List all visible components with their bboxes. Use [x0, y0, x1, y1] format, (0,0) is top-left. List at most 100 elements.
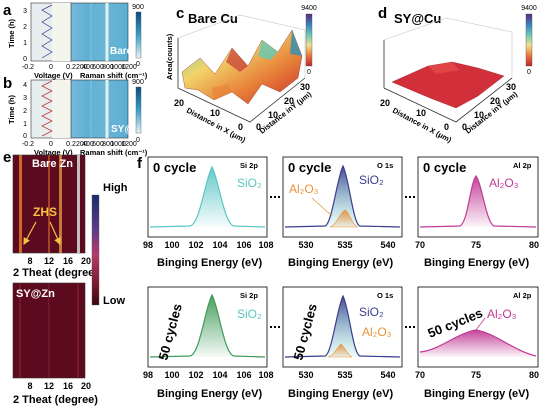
panel-e-peak-band: [77, 155, 80, 253]
panel-b-ylabel: Time (h): [7, 94, 16, 124]
panel-d-xtick: 10: [416, 108, 426, 118]
o1s-peak-fill: [285, 166, 400, 227]
plot-frame: [147, 156, 268, 238]
xtick: 100: [164, 240, 179, 250]
panel-e-arrow-left: [23, 221, 37, 246]
plot-frame: [282, 156, 403, 238]
species-label: SiO₂: [237, 176, 262, 190]
species-label: Al₂O₃: [487, 307, 517, 321]
xtick: 108: [258, 240, 273, 250]
region-label: Al 2p: [513, 161, 532, 170]
panel-e-xtick: 12: [44, 256, 54, 266]
panel-c-surface-facet: [226, 48, 248, 72]
panel-c-floor-edge: [177, 77, 306, 123]
panel-a-rtick: 200: [76, 64, 88, 71]
panel-b-rtick: 600: [92, 141, 104, 148]
panel-d-colorbar-max: 9400: [521, 5, 537, 12]
panel-f-al2p-0cycle: 0 cycle Al 2p Al₂O₃: [417, 156, 539, 238]
o1s-al2o3-peak: [327, 343, 353, 358]
species-label: Al₂O₃: [489, 176, 519, 190]
xlabel: Binging Energy (eV): [157, 257, 262, 269]
panel-b-vtick: -0.2: [22, 141, 34, 148]
region-label: Si 2p: [240, 291, 258, 300]
xtick: 535: [337, 240, 352, 250]
species-label: Al₂O₃: [289, 182, 319, 196]
panel-a-vtick: 0.2: [66, 64, 76, 71]
panel-b-ytick: 3: [23, 95, 27, 102]
panel-c-xtick: 10: [210, 108, 220, 118]
panel-b-rtick: 800: [102, 141, 114, 148]
panel-b-voltage-xlabel: Voltage (V): [34, 148, 73, 157]
o1s-al2o3-peak: [329, 209, 359, 228]
panel-c-surface-facet: [290, 30, 302, 56]
panel-a-voltage-xlabel: Voltage (V): [34, 71, 73, 80]
species-label: SiO₂: [359, 305, 384, 319]
panel-e-xtick: 8: [27, 381, 32, 391]
panel-a-rtick: 800: [102, 64, 114, 71]
panel-e-bottom-sample: SY@Zn: [16, 288, 55, 300]
panel-e-xtick: 20: [81, 381, 91, 391]
panel-d-letter: d: [378, 5, 387, 22]
panel-b-ytick: 1: [23, 121, 27, 128]
panel-d-ytick: 30: [506, 82, 516, 92]
panel-c: Bare Cu Area(counts) Distance in X (μm) …: [165, 5, 317, 145]
panel-d-surface-facet: [428, 62, 460, 74]
xtick: 102: [188, 240, 203, 250]
panel-b-voltage-curve: [41, 80, 53, 137]
panel-b-ytick: 2: [23, 108, 27, 115]
panel-f-si2p-0cycle: 0 cycle Si 2p SiO₂: [147, 156, 268, 238]
cycle-label: 0 cycle: [288, 160, 331, 175]
xtick: 106: [236, 370, 251, 380]
panel-e-xtick: 12: [44, 381, 54, 391]
si2p-peak-fill: [150, 167, 265, 227]
region-label: O 1s: [377, 291, 393, 300]
panel-f-si2p-50cycles: 50 cycles Si 2p SiO₂: [147, 286, 268, 368]
panel-e-arrow-right: [49, 221, 61, 246]
cycle-label: 50 cycles: [155, 302, 184, 362]
region-label: Si 2p: [240, 161, 258, 170]
species-label: SiO₂: [359, 173, 384, 187]
plot-frame: [417, 286, 539, 368]
panel-e-colorbar-high: High: [103, 182, 128, 194]
panel-a-rtick: 1000: [110, 64, 126, 71]
panel-c-sample-label: Bare Cu: [188, 11, 238, 26]
panel-c-surface-facet: [212, 84, 232, 100]
panel-a-vtick: -0.2: [22, 64, 34, 71]
panel-b-sample-label: SY@Zn: [111, 124, 146, 135]
panel-a-ytick: 1: [23, 40, 27, 47]
si2p-peak-line: [149, 293, 266, 358]
panel-c-ytick: 0: [256, 122, 261, 132]
species-label: SiO₂: [237, 307, 262, 321]
panel-c-ytick: 10: [268, 110, 278, 120]
panel-c-xtick: 0: [238, 122, 243, 132]
xtick: 540: [380, 370, 395, 380]
panel-c-xtick: 20: [174, 98, 184, 108]
panel-e-xtick: 16: [63, 381, 73, 391]
al2p-peak-fill: [420, 176, 536, 227]
panel-e-peak-band: [77, 283, 79, 378]
plot-frame: [417, 156, 539, 238]
xtick: 70: [415, 240, 425, 250]
panel-e-xtick: 16: [63, 256, 73, 266]
panel-d-ytick: 0: [462, 122, 467, 132]
panel-c-ytick: 30: [300, 82, 310, 92]
panel-b-rtick: 1000: [110, 141, 126, 148]
panel-e-letter: e: [3, 149, 11, 166]
panel-a-ylabel: Time (h): [7, 18, 16, 48]
panel-c-colorbar: [305, 13, 313, 67]
xtick: 75: [471, 240, 481, 250]
panel-b-letter: b: [3, 75, 12, 92]
panel-a-rtick: 1200: [121, 64, 137, 71]
panel-e-peak-band: [48, 155, 50, 253]
panel-a-voltage-curve: [41, 4, 53, 59]
panel-a-rtick: 600: [92, 64, 104, 71]
panel-f-o1s-0cycle: 0 cycle O 1s SiO₂ Al₂O₃: [282, 156, 403, 238]
panel-d-ytick: 20: [490, 96, 500, 106]
panel-a-ytick: 0: [23, 56, 27, 63]
panel-e-bottom-xlabel: 2 Theat (degree): [13, 394, 98, 406]
panel-c-ytick: 20: [284, 96, 294, 106]
xtick: 104: [212, 370, 227, 380]
panel-d-xtick: 20: [380, 98, 390, 108]
xlabel: Binging Energy (eV): [157, 388, 262, 400]
